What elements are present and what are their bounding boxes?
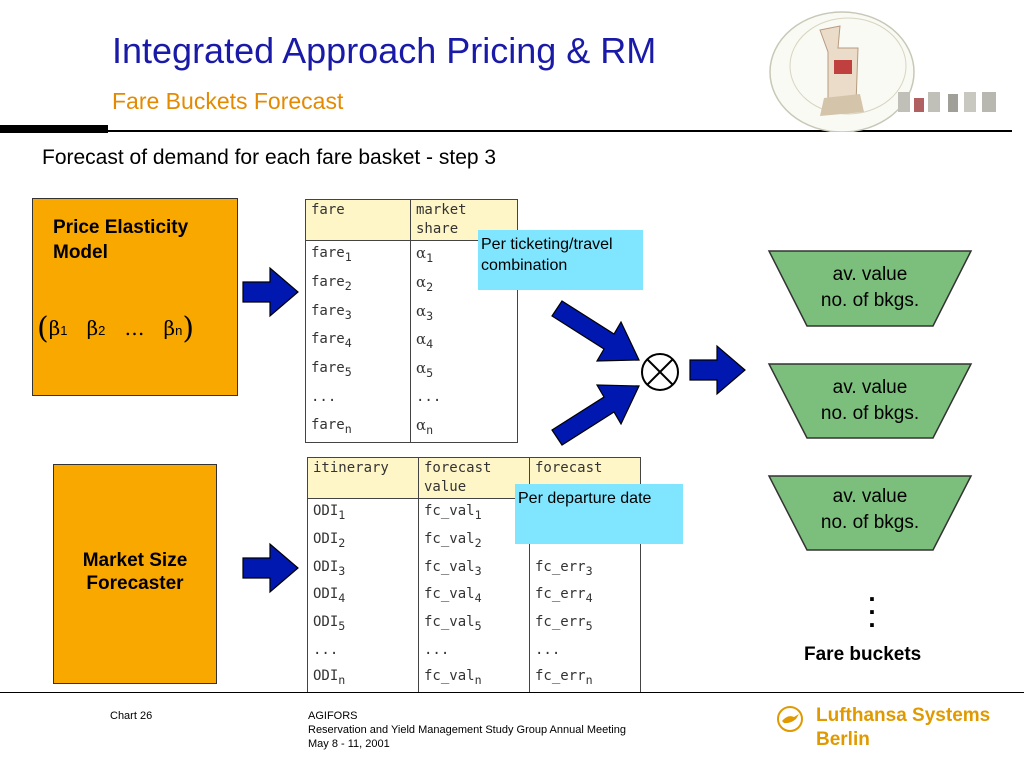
footer-date: May 8 - 11, 2001 — [308, 738, 390, 750]
footer-event: Reservation and Yield Management Study G… — [308, 724, 626, 736]
fare-bucket — [767, 475, 973, 551]
fare-buckets-label: Fare buckets — [804, 644, 922, 665]
footer-org: AGIFORS — [308, 710, 358, 722]
right-arrow-icon — [689, 344, 746, 396]
column-header: itinerary — [307, 457, 419, 499]
beta-vector: (β1 β2 … βn) — [37, 311, 195, 346]
table-row: faren αn — [305, 412, 518, 443]
table-row: ODIn fc_valn fc_errn — [307, 664, 641, 694]
market-size-forecaster-box: Market Size Forecaster — [53, 464, 217, 684]
table-row: ODI2 fc_val2 — [307, 526, 641, 555]
section-heading: Forecast of demand for each fare basket … — [42, 146, 497, 169]
table-header-row: itinerary forecast value forecast — [307, 457, 641, 499]
seal-logo — [769, 11, 996, 132]
fare-bucket-label: av. value no. of bkgs. — [820, 377, 920, 424]
fare-bucket-label: av. value no. of bkgs. — [820, 486, 920, 533]
fare-bucket-label: av. value no. of bkgs. — [820, 264, 920, 311]
ticketing-note: Per ticketing/travel combination — [478, 230, 643, 290]
vertical-ellipsis: ... — [868, 577, 876, 633]
table-row: ... ... ... — [307, 637, 641, 665]
header-divider-thick — [0, 125, 108, 133]
right-arrow-icon — [242, 542, 299, 594]
lufthansa-crane-icon — [777, 706, 803, 732]
fare-bucket — [767, 363, 973, 439]
right-arrow-icon — [551, 384, 640, 446]
column-header: fare — [305, 199, 411, 241]
chart-number: Chart 26 — [110, 710, 153, 722]
right-arrow-icon — [551, 300, 640, 362]
footer-divider — [0, 692, 1024, 693]
table-row: ... ... — [305, 384, 518, 413]
table-row: ODI3 fc_val3 fc_err3 — [307, 554, 641, 583]
brand-name: Lufthansa Systems Berlin — [816, 705, 991, 750]
market-size-label: Market Size Forecaster — [82, 550, 188, 594]
price-elasticity-model-box: Price Elasticity Model (β1 β2 … βn) — [32, 198, 238, 396]
fare-bucket — [767, 250, 973, 327]
departure-note: Per departure date — [515, 484, 683, 544]
page-title: Integrated Approach Pricing & RM — [112, 30, 657, 71]
table-row: ODI5 fc_val5 fc_err5 — [307, 610, 641, 638]
price-elasticity-label: Price Elasticity Model — [53, 217, 189, 263]
table-row: fare5 α5 — [305, 356, 518, 385]
page-subtitle: Fare Buckets Forecast — [112, 88, 344, 114]
tensor-product-icon — [641, 353, 679, 391]
table-row: ODI4 fc_val4 fc_err4 — [307, 582, 641, 611]
header-divider — [108, 130, 1012, 132]
table-row: fare4 α4 — [305, 327, 518, 357]
right-arrow-icon — [242, 266, 299, 318]
table-row: fare3 α3 — [305, 298, 518, 328]
